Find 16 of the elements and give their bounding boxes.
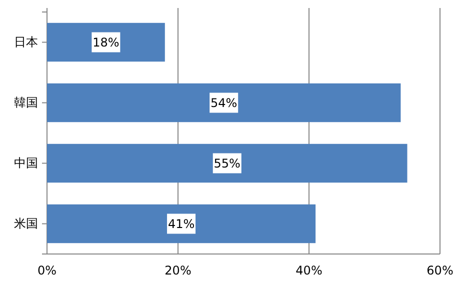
- bar: [47, 144, 408, 183]
- y-tick-label: 日本: [14, 35, 38, 50]
- bar: [47, 204, 316, 244]
- data-label: 41%: [168, 216, 195, 231]
- y-tick-label: 韓国: [14, 96, 38, 110]
- x-tick-label: 20%: [164, 264, 192, 278]
- x-tick-label: 40%: [296, 264, 322, 278]
- data-label: 54%: [210, 96, 238, 110]
- y-tick-label: 米国: [14, 216, 38, 231]
- data-label: 18%: [92, 35, 120, 50]
- bar: [47, 22, 165, 62]
- x-tick-label: 0%: [37, 264, 57, 278]
- bar: [47, 83, 401, 122]
- y-tick-label: 中国: [14, 156, 38, 170]
- data-label: 55%: [214, 156, 240, 170]
- x-tick-label: 60%: [426, 264, 454, 278]
